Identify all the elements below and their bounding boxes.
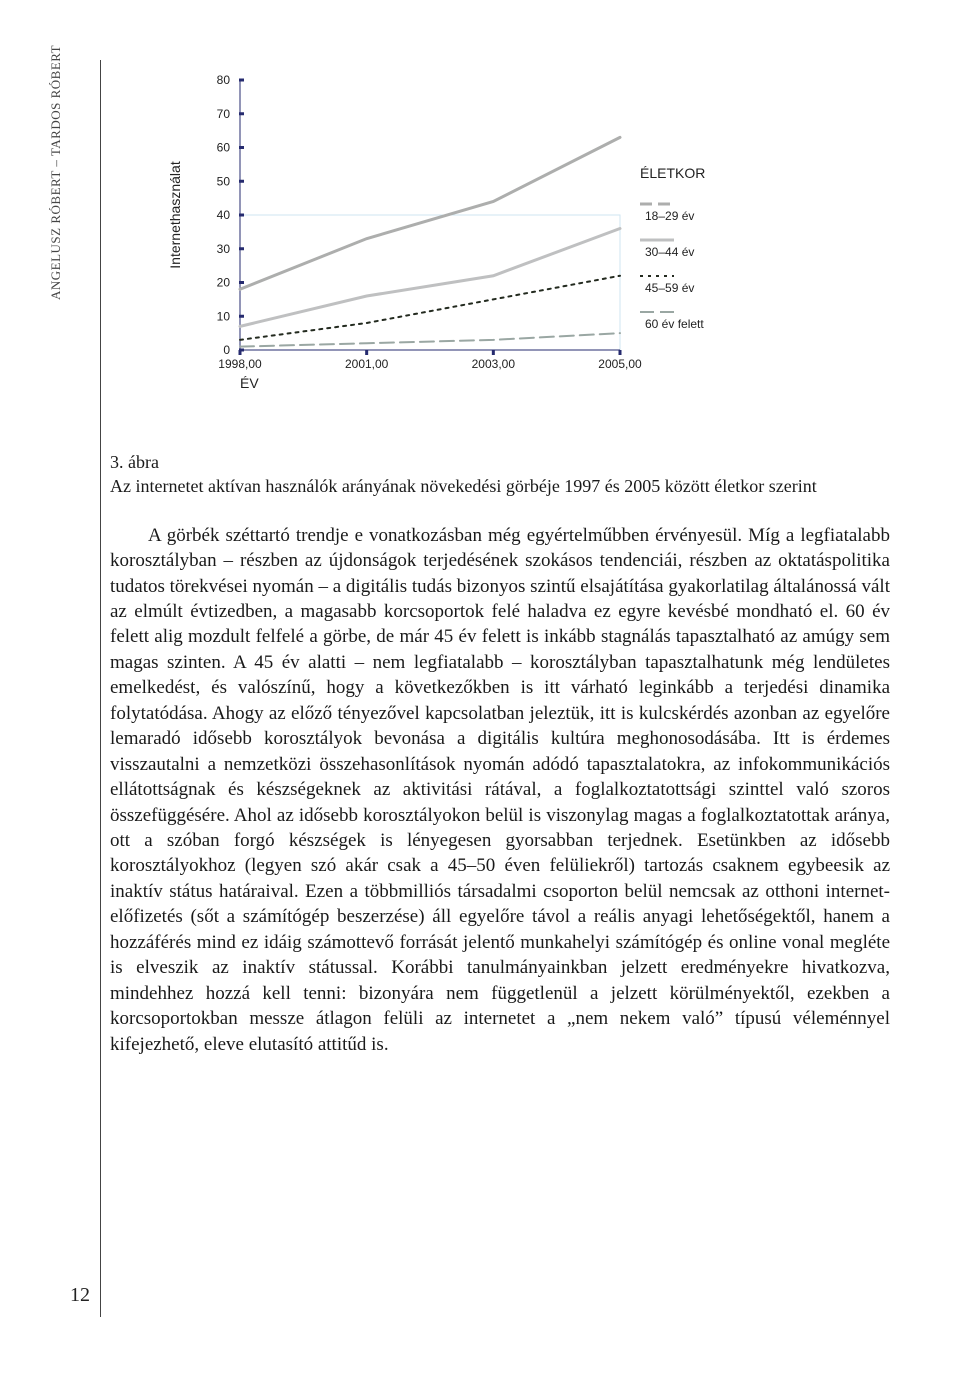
line-chart: 0 10 20 30 40 50 60 70 80 1998,00 2001,00 2003,00 20… <box>150 60 770 420</box>
svg-text:0: 0 <box>223 343 230 357</box>
svg-text:2001,00: 2001,00 <box>345 357 389 371</box>
svg-text:60: 60 <box>217 141 231 155</box>
svg-text:1998,00: 1998,00 <box>218 357 262 371</box>
svg-text:Internethasználat: Internethasználat <box>167 161 183 269</box>
svg-text:30–44 év: 30–44 év <box>645 245 694 259</box>
svg-text:20: 20 <box>217 276 231 290</box>
svg-text:30: 30 <box>217 242 231 256</box>
figure-number: 3. ábra <box>110 452 159 472</box>
svg-text:18–29 év: 18–29 év <box>645 209 694 223</box>
svg-text:2005,00: 2005,00 <box>598 357 642 371</box>
svg-text:ÉV: ÉV <box>240 375 259 391</box>
svg-text:ÉLETKOR: ÉLETKOR <box>640 165 705 181</box>
left-rule <box>100 60 101 1317</box>
svg-text:40: 40 <box>217 208 231 222</box>
svg-text:2003,00: 2003,00 <box>472 357 516 371</box>
body-paragraph: A görbék széttartó trendje e vonatkozásb… <box>110 523 890 1058</box>
svg-text:80: 80 <box>217 73 231 87</box>
svg-text:70: 70 <box>217 107 231 121</box>
svg-text:60 év felett: 60 év felett <box>645 317 704 331</box>
svg-text:50: 50 <box>217 174 231 188</box>
svg-text:45–59 év: 45–59 év <box>645 281 694 295</box>
svg-text:10: 10 <box>217 309 231 323</box>
figure-text: Az internetet aktívan használók arányána… <box>110 476 817 496</box>
chart-svg: 0 10 20 30 40 50 60 70 80 1998,00 2001,00 2003,00 20… <box>150 60 770 420</box>
page-number: 12 <box>70 1284 90 1307</box>
figure-caption: 3. ábra Az internetet aktívan használók … <box>110 450 890 499</box>
running-author: ANGELUSZ RÓBERT – TARDOS RÓBERT <box>48 45 64 300</box>
